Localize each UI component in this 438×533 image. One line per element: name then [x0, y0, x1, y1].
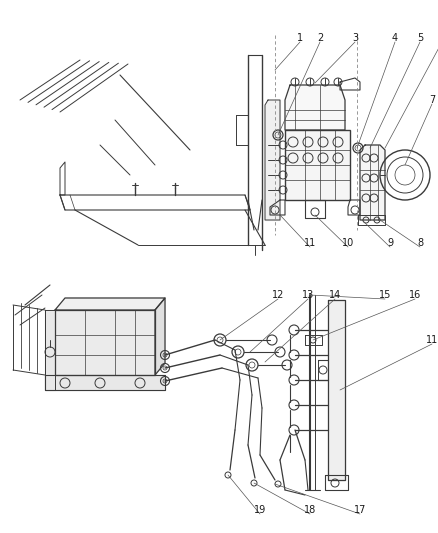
Polygon shape	[55, 298, 165, 310]
Polygon shape	[45, 310, 55, 390]
Polygon shape	[285, 85, 345, 130]
Text: 9: 9	[387, 238, 393, 248]
Text: 4: 4	[392, 33, 398, 43]
Text: 7: 7	[429, 95, 435, 105]
Polygon shape	[360, 145, 385, 220]
Bar	[285, 130, 350, 200]
Text: 13: 13	[302, 290, 314, 300]
Text: 11: 11	[304, 238, 316, 248]
Polygon shape	[55, 310, 155, 375]
Text: 16: 16	[409, 290, 421, 300]
Text: 3: 3	[352, 33, 358, 43]
Text: 10: 10	[342, 238, 354, 248]
Polygon shape	[155, 298, 165, 375]
Text: 1: 1	[297, 33, 303, 43]
Polygon shape	[328, 300, 345, 480]
Text: 19: 19	[254, 505, 266, 515]
Text: 2: 2	[317, 33, 323, 43]
Text: 18: 18	[304, 505, 316, 515]
Text: 11: 11	[426, 335, 438, 345]
Text: 14: 14	[329, 290, 341, 300]
Text: 12: 12	[272, 290, 284, 300]
Text: 15: 15	[379, 290, 391, 300]
Text: 5: 5	[417, 33, 423, 43]
Polygon shape	[265, 100, 280, 220]
Polygon shape	[45, 375, 165, 390]
Text: 8: 8	[417, 238, 423, 248]
Text: 17: 17	[354, 505, 366, 515]
